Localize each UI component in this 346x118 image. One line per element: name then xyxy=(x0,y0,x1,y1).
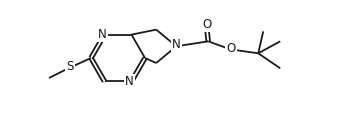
Text: N: N xyxy=(98,28,107,41)
Text: N: N xyxy=(125,75,134,88)
Text: N: N xyxy=(172,38,181,51)
Text: S: S xyxy=(66,61,74,74)
Text: O: O xyxy=(227,42,236,55)
Text: O: O xyxy=(203,18,212,31)
